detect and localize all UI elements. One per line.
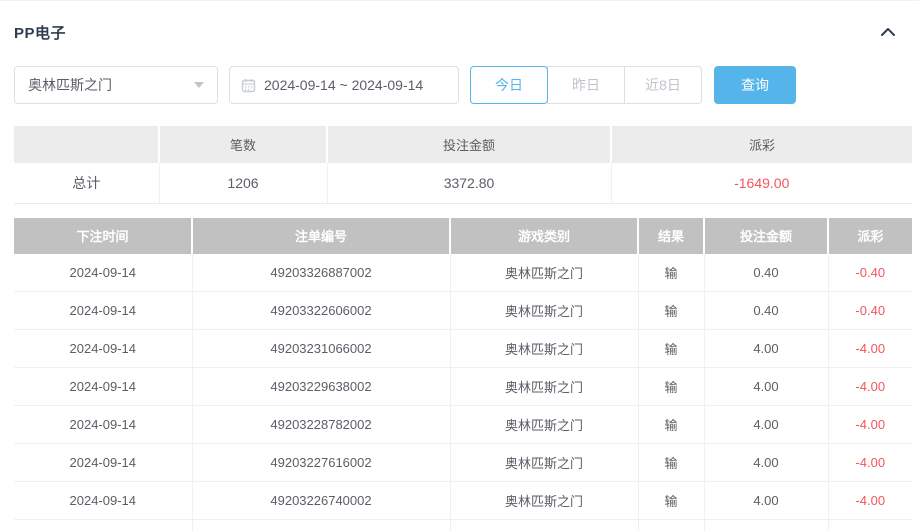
summary-total-bet-amount: 3372.80 xyxy=(327,163,612,204)
detail-header-bet-no: 注单编号 xyxy=(192,217,451,254)
date-range-value: 2024-09-14 ~ 2024-09-14 xyxy=(264,77,424,93)
quick-filter-yesterday[interactable]: 昨日 xyxy=(547,66,625,104)
cell-game-type: 奥林匹斯之门 xyxy=(450,519,639,531)
summary-total-label: 总计 xyxy=(14,163,160,204)
panel-title: PP电子 xyxy=(14,24,67,42)
detail-row: 2024-09-14 49203322606002 奥林匹斯之门 输 0.40 … xyxy=(14,291,912,330)
quick-filter-today[interactable]: 今日 xyxy=(470,66,548,104)
chevron-down-icon xyxy=(194,82,204,88)
cell-bet-time: 2024-09-14 xyxy=(14,481,193,520)
cell-payout: -4.00 xyxy=(828,443,912,482)
cell-bet-time: 2024-09-14 xyxy=(14,367,193,406)
detail-row: 2024-09-14 49203225862002 奥林匹斯之门 输 4.00 … xyxy=(14,519,912,531)
cell-bet-time: 2024-09-14 xyxy=(14,443,193,482)
summary-header-payout: 派彩 xyxy=(611,126,912,163)
cell-payout: -0.40 xyxy=(828,253,912,292)
cell-payout: -4.00 xyxy=(828,405,912,444)
detail-header-payout: 派彩 xyxy=(828,217,912,254)
detail-row: 2024-09-14 49203229638002 奥林匹斯之门 输 4.00 … xyxy=(14,367,912,406)
game-select-value: 奥林匹斯之门 xyxy=(28,77,112,93)
panel-header: PP电子 xyxy=(14,1,905,43)
cell-bet-time: 2024-09-14 xyxy=(14,291,193,330)
summary-header-bet-amount: 投注金额 xyxy=(327,126,612,163)
query-button[interactable]: 查询 xyxy=(714,66,796,104)
cell-result: 输 xyxy=(638,405,705,444)
detail-header-game-type: 游戏类别 xyxy=(450,217,639,254)
cell-bet-amount: 4.00 xyxy=(704,481,829,520)
quick-filter-group: 今日 昨日 近8日 xyxy=(470,66,702,104)
summary-header-count: 笔数 xyxy=(159,126,328,163)
filter-bar: 奥林匹斯之门 2024-09-14 ~ 2024-09-14 xyxy=(14,66,905,104)
cell-payout: -0.40 xyxy=(828,291,912,330)
cell-bet-no: 49203227616002 xyxy=(192,443,451,482)
cell-bet-amount: 4.00 xyxy=(704,519,829,531)
date-range-input[interactable]: 2024-09-14 ~ 2024-09-14 xyxy=(229,66,459,104)
calendar-icon xyxy=(241,78,256,93)
cell-bet-amount: 4.00 xyxy=(704,443,829,482)
detail-header-row: 下注时间 注单编号 游戏类别 结果 投注金额 派彩 xyxy=(14,217,912,254)
cell-payout: -4.00 xyxy=(828,329,912,368)
cell-bet-amount: 4.00 xyxy=(704,405,829,444)
cell-bet-amount: 4.00 xyxy=(704,367,829,406)
cell-bet-no: 49203226740002 xyxy=(192,481,451,520)
cell-game-type: 奥林匹斯之门 xyxy=(450,291,639,330)
cell-result: 输 xyxy=(638,329,705,368)
cell-bet-no: 49203322606002 xyxy=(192,291,451,330)
cell-result: 输 xyxy=(638,367,705,406)
collapse-button[interactable] xyxy=(877,21,899,43)
detail-header-bet-amount: 投注金额 xyxy=(704,217,829,254)
summary-total-payout: -1649.00 xyxy=(611,163,912,204)
cell-payout: -4.00 xyxy=(828,519,912,531)
cell-bet-amount: 0.40 xyxy=(704,291,829,330)
cell-game-type: 奥林匹斯之门 xyxy=(450,367,639,406)
cell-game-type: 奥林匹斯之门 xyxy=(450,481,639,520)
cell-bet-no: 49203326887002 xyxy=(192,253,451,292)
cell-game-type: 奥林匹斯之门 xyxy=(450,329,639,368)
detail-row: 2024-09-14 49203228782002 奥林匹斯之门 输 4.00 … xyxy=(14,405,912,444)
cell-bet-no: 49203225862002 xyxy=(192,519,451,531)
cell-bet-amount: 0.40 xyxy=(704,253,829,292)
detail-header-bet-time: 下注时间 xyxy=(14,217,193,254)
cell-bet-time: 2024-09-14 xyxy=(14,405,193,444)
cell-bet-no: 49203228782002 xyxy=(192,405,451,444)
cell-game-type: 奥林匹斯之门 xyxy=(450,253,639,292)
detail-row: 2024-09-14 49203226740002 奥林匹斯之门 输 4.00 … xyxy=(14,481,912,520)
cell-bet-no: 49203229638002 xyxy=(192,367,451,406)
detail-row: 2024-09-14 49203227616002 奥林匹斯之门 输 4.00 … xyxy=(14,443,912,482)
cell-payout: -4.00 xyxy=(828,367,912,406)
cell-result: 输 xyxy=(638,481,705,520)
cell-bet-time: 2024-09-14 xyxy=(14,329,193,368)
chevron-up-icon xyxy=(880,27,896,37)
cell-bet-no: 49203231066002 xyxy=(192,329,451,368)
cell-result: 输 xyxy=(638,253,705,292)
cell-payout: -4.00 xyxy=(828,481,912,520)
cell-result: 输 xyxy=(638,519,705,531)
cell-bet-time: 2024-09-14 xyxy=(14,519,193,531)
cell-bet-time: 2024-09-14 xyxy=(14,253,193,292)
cell-game-type: 奥林匹斯之门 xyxy=(450,405,639,444)
summary-header-row: 笔数 投注金额 派彩 xyxy=(14,126,912,163)
summary-header-empty xyxy=(14,126,160,163)
quick-filter-last8days[interactable]: 近8日 xyxy=(624,66,702,104)
detail-row: 2024-09-14 49203231066002 奥林匹斯之门 输 4.00 … xyxy=(14,329,912,368)
detail-table: 下注时间 注单编号 游戏类别 结果 投注金额 派彩 2024-09-14 492… xyxy=(14,217,912,531)
game-select[interactable]: 奥林匹斯之门 xyxy=(14,66,218,104)
detail-header-result: 结果 xyxy=(638,217,705,254)
cell-bet-amount: 4.00 xyxy=(704,329,829,368)
cell-game-type: 奥林匹斯之门 xyxy=(450,443,639,482)
summary-total-count: 1206 xyxy=(159,163,328,204)
cell-result: 输 xyxy=(638,291,705,330)
summary-table: 笔数 投注金额 派彩 总计 1206 3372.80 -1649.00 xyxy=(14,126,912,204)
cell-result: 输 xyxy=(638,443,705,482)
summary-total-row: 总计 1206 3372.80 -1649.00 xyxy=(14,163,912,204)
detail-row: 2024-09-14 49203326887002 奥林匹斯之门 输 0.40 … xyxy=(14,253,912,292)
